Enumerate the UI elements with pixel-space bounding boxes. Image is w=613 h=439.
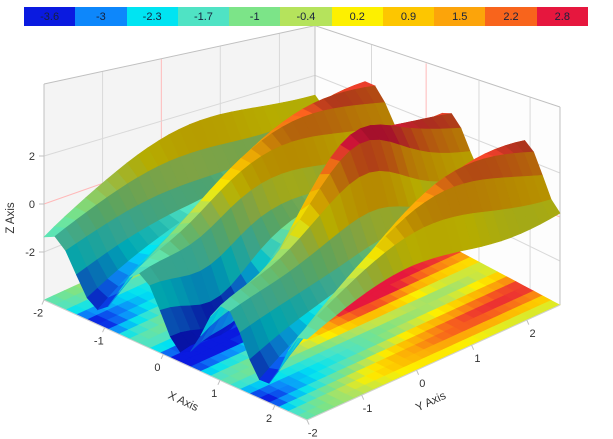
axis-line [43,299,308,421]
colorbar-piece-label: 0.9 [400,10,417,23]
y-tick-mark [306,419,310,425]
colorbar-piece-label: -3.6 [40,10,60,23]
z-tick-label: 2 [29,151,35,163]
z-tick-label: 0 [29,199,35,211]
colorbar-piece[interactable]: -1 [229,7,281,26]
colorbar-piece-label: -1.7 [193,10,213,23]
z-tick-label: -2 [25,247,35,259]
colorbar-piece[interactable]: 0.9 [382,7,435,26]
colorbar-piece-label: -3 [96,10,106,23]
z-axis-title: Z Axis [5,202,17,234]
x-tick-mark [160,354,164,360]
colorbar-piece[interactable]: 2.2 [485,7,537,26]
x-tick-mark [102,327,106,333]
surface-quad [297,326,318,340]
colorbar-piece-label: -1 [249,10,260,23]
colorbar-piece[interactable]: -0.4 [280,7,332,26]
y-axis-title: Y Axis [414,390,448,414]
colorbar-piece-label: 1.5 [452,10,468,23]
x-tick-mark [41,299,45,305]
x-tick-mark [272,405,276,411]
x-axis-title: X Axis [166,390,200,414]
x-tick-mark [217,380,221,386]
colorbar-piece-label: -2.3 [142,10,162,23]
colorbar-piece-label: 2.2 [503,10,519,23]
y-tick-mark [416,369,420,375]
box-edge [43,25,316,85]
y-tick-label: 1 [474,353,480,365]
colorbar-piece-label: -0.4 [296,10,316,23]
y-tick-mark [526,319,530,325]
colorbar-piece[interactable]: 1.5 [434,7,486,26]
x-tick-label: 2 [266,413,272,425]
colorbar-piece-label: 2.8 [554,10,570,23]
y-tick-label: 2 [530,328,536,340]
colorbar-piece[interactable]: -3.6 [24,7,76,26]
x-tick-label: 1 [211,388,217,400]
colorbar-piece[interactable]: 0.2 [331,7,383,26]
visualmap-colorbar[interactable]: -3.6 -3 -2.3 -1.7 -1 -0.4 0.2 0.9 1.5 2.2 2.8 [24,7,588,26]
axis-line [306,304,561,421]
gridline [43,74,316,157]
y-tick-label: -2 [308,428,318,439]
y-tick-mark [471,344,475,350]
colorbar-piece[interactable]: -2.3 [126,7,178,26]
colorbar-piece[interactable]: -1.7 [177,7,230,26]
x-tick-label: 0 [154,362,160,374]
x-tick-label: -2 [33,308,43,320]
y-tick-mark [361,394,365,400]
colorbar-piece[interactable]: 2.8 [536,7,588,26]
y-tick-label: 0 [419,378,425,390]
box-edge [314,25,561,108]
x-tick-label: -1 [94,335,104,347]
colorbar-piece[interactable]: -3 [75,7,127,26]
y-tick-label: -1 [363,403,373,415]
colorbar-piece-label: 0.2 [349,10,365,23]
